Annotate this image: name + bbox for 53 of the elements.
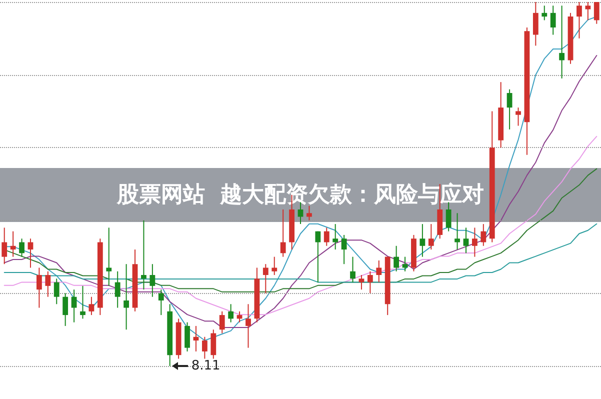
candlestick — [394, 245, 400, 272]
candlestick — [2, 227, 8, 265]
candlestick — [463, 227, 469, 254]
candlestick — [80, 285, 86, 320]
candlestick — [228, 304, 234, 323]
candlestick — [576, 2, 582, 39]
candlestick — [36, 267, 42, 308]
candlestick — [124, 264, 129, 330]
candlestick — [28, 238, 34, 268]
candlestick — [184, 322, 190, 352]
candlestick — [158, 289, 164, 316]
candlestick — [428, 224, 434, 250]
candlestick — [150, 264, 156, 298]
candlestick — [506, 88, 512, 130]
candlestick — [550, 5, 556, 36]
candlestick — [341, 234, 347, 265]
candlestick — [19, 238, 24, 258]
candlestick — [542, 5, 548, 21]
candlestick — [202, 336, 208, 360]
candlestick — [559, 5, 565, 79]
candlestick — [472, 227, 478, 258]
candlestick — [10, 230, 16, 258]
candlestick — [367, 270, 373, 294]
candlestick — [45, 270, 51, 298]
candlestick — [62, 292, 68, 326]
candlestick — [262, 264, 268, 294]
candlestick — [141, 220, 146, 290]
candlestick — [454, 212, 460, 250]
candlestick — [376, 260, 382, 283]
candlestick — [358, 274, 364, 290]
candlestick — [88, 296, 94, 316]
candlestick — [272, 256, 278, 276]
candlestick — [480, 224, 486, 246]
candlestick — [306, 205, 312, 221]
candlestick — [71, 289, 77, 323]
candlestick — [246, 304, 251, 348]
candlestick — [106, 227, 112, 286]
candlestick — [332, 224, 338, 250]
candlestick — [114, 270, 120, 308]
candlestick — [594, 2, 600, 24]
candlestick — [324, 227, 330, 246]
candlestick — [280, 208, 286, 258]
candlestick — [210, 329, 216, 360]
candlestick — [585, 2, 591, 21]
candlestick — [315, 230, 321, 283]
candlestick — [446, 202, 452, 232]
candlestick — [219, 310, 225, 334]
candlestick — [532, 2, 538, 46]
candlestick — [420, 224, 426, 258]
candlestick — [516, 107, 521, 126]
candlestick — [350, 256, 356, 283]
annotation: 8.11 — [191, 358, 220, 374]
candlestick — [54, 278, 60, 305]
